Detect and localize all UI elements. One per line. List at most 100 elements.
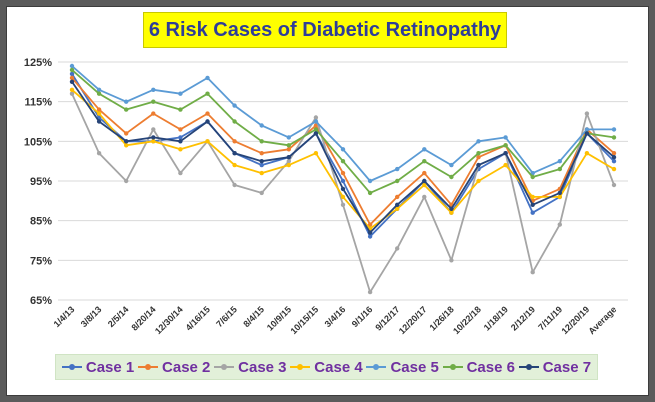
data-point [313, 123, 319, 128]
legend-label: Case 5 [390, 358, 439, 376]
data-point [151, 111, 156, 116]
data-point [340, 170, 346, 176]
series-1 [69, 71, 617, 239]
data-point [476, 139, 481, 144]
series-3 [69, 91, 617, 295]
data-point [178, 170, 183, 176]
x-tick-label: 8/4/15 [241, 304, 266, 329]
data-point [503, 143, 508, 148]
data-point [205, 75, 210, 81]
data-point [530, 202, 535, 207]
data-point [96, 87, 102, 93]
legend-label: Case 1 [85, 358, 135, 376]
data-point [232, 103, 237, 108]
series-line [71, 93, 615, 294]
x-tick-label: 12/30/14 [153, 304, 185, 336]
data-point [422, 178, 427, 184]
legend-item: Case 3 [214, 359, 287, 376]
x-tick-label: 4/16/15 [184, 304, 212, 332]
data-point [367, 190, 373, 196]
data-point [476, 178, 481, 184]
legend-label: Case 6 [466, 358, 515, 376]
data-point [367, 230, 373, 235]
data-point [449, 174, 454, 180]
data-point [178, 91, 183, 96]
data-point [286, 162, 291, 168]
data-point [611, 135, 617, 140]
data-point [313, 115, 319, 120]
x-tick-label: 1/18/19 [482, 304, 510, 332]
data-point [367, 222, 373, 227]
data-point [476, 162, 481, 168]
data-point [395, 166, 400, 172]
data-point [530, 170, 535, 176]
data-point [611, 166, 617, 172]
data-point [259, 190, 264, 196]
data-point [232, 182, 237, 188]
series-line [71, 65, 614, 182]
data-point [69, 91, 75, 96]
data-point [286, 147, 291, 152]
data-point [151, 139, 156, 144]
x-tick-label: 2/12/19 [509, 304, 537, 332]
legend-swatch [518, 362, 539, 372]
series-2 [69, 75, 617, 227]
data-point [96, 119, 102, 124]
data-point [69, 87, 75, 93]
series-5 [69, 63, 617, 184]
legend-swatch [366, 362, 387, 372]
series-group [69, 63, 617, 295]
x-tick-label: 2/5/14 [106, 304, 131, 329]
x-tick-label: 12/20/17 [397, 304, 429, 336]
data-point [611, 159, 617, 164]
y-tick-label: 115% [24, 97, 52, 109]
data-point [340, 202, 346, 207]
y-tick-label: 85% [30, 216, 52, 228]
data-point [96, 107, 102, 112]
data-point [205, 111, 210, 116]
data-point [367, 289, 373, 295]
data-point [395, 246, 400, 251]
data-point [449, 258, 454, 263]
data-point [340, 178, 346, 184]
data-point [96, 111, 102, 116]
data-point [530, 210, 535, 215]
legend-item: Case 4 [290, 359, 363, 376]
data-point [557, 194, 562, 200]
y-tick-label: 75% [30, 255, 52, 267]
x-tick-label: 7/6/15 [214, 304, 239, 329]
data-point [503, 135, 508, 140]
data-point [422, 182, 427, 188]
data-point [422, 194, 427, 200]
data-point [313, 151, 319, 156]
data-point [178, 147, 183, 152]
data-point [422, 170, 427, 176]
data-point [503, 151, 508, 156]
series-line [71, 81, 615, 234]
y-tick-label: 65% [30, 295, 52, 307]
data-point [205, 139, 210, 144]
x-tick-label: 10/15/15 [288, 304, 320, 336]
data-point [340, 194, 346, 200]
data-point [557, 159, 562, 164]
data-point [232, 119, 237, 124]
x-tick-label: Average [586, 304, 618, 336]
data-point [286, 155, 291, 160]
data-point [449, 162, 454, 168]
data-point [449, 210, 454, 215]
data-point [259, 151, 264, 156]
data-point [69, 67, 75, 73]
series-7 [69, 79, 617, 235]
title-banner: 6 Risk Cases of Diabetic Retinopathy [143, 12, 507, 48]
x-tick-label: 3/8/13 [79, 304, 104, 329]
legend-swatch [290, 362, 311, 372]
data-point [313, 119, 319, 124]
data-point [69, 63, 75, 69]
data-point [476, 155, 481, 160]
data-point [205, 119, 210, 124]
data-point [96, 151, 102, 156]
data-point [232, 151, 237, 156]
data-point [584, 131, 590, 136]
legend: Case 1 Case 2 Case 3 Case 4 Case 5 Case 6 Case… [55, 354, 598, 380]
